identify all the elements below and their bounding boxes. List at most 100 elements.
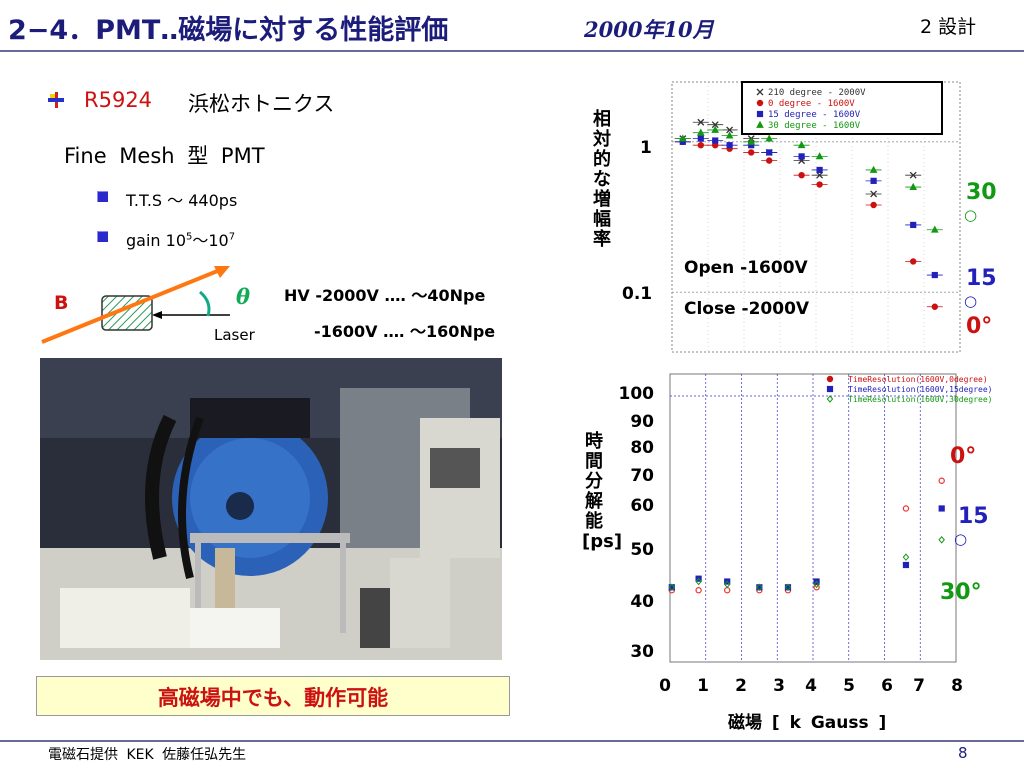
- gain-label-15: 15: [966, 266, 997, 291]
- gain-data-point: [931, 303, 938, 310]
- time-label-0: 0°: [950, 444, 977, 469]
- gain-data-point: [931, 271, 938, 279]
- gain-data-point: [870, 177, 877, 184]
- degree-ring-icon: ○: [964, 206, 978, 224]
- gain-data-point: [725, 131, 734, 139]
- time-x-tick: 1: [697, 676, 709, 696]
- caption-box: [36, 676, 510, 716]
- gain-data-point: [909, 171, 917, 179]
- gain-label-0: 0°: [966, 314, 993, 339]
- gain-y-axis-label: 相対的な増幅率: [593, 109, 611, 250]
- tts-spec: T.T.S 〜 440ps: [126, 191, 238, 210]
- time-data-point: [784, 584, 792, 591]
- square-bullet-icon: [97, 231, 108, 242]
- gain-data-point: [870, 201, 877, 209]
- time-data-point: [784, 583, 792, 592]
- time-x-tick: 8: [951, 676, 963, 696]
- maker-name: 浜松ホトニクス: [188, 92, 335, 116]
- close-annotation: Close -2000V: [684, 299, 810, 319]
- slide-title: 2−4．PMT‥磁場に対する性能評価: [8, 15, 449, 46]
- gain-data-point: [726, 126, 734, 134]
- time-data-point: [902, 505, 910, 512]
- gain-data-point: [909, 258, 917, 265]
- gain-data-point: [747, 137, 756, 145]
- gain-data-point: [678, 134, 687, 142]
- time-y-tick: 90: [630, 412, 654, 432]
- time-x-tick: 0: [659, 676, 671, 696]
- time-legend-entry: TimeResolution(1600V,15degree): [848, 385, 993, 394]
- gain-y-tick: 1: [640, 138, 652, 158]
- gain-data-point: [910, 221, 917, 229]
- legend-marker: [756, 110, 764, 118]
- bullet-icon: [48, 92, 64, 108]
- gain-data-point: [816, 166, 823, 174]
- gain-legend-entry: 30 degree - 1600V: [768, 121, 861, 131]
- open-annotation: Open -1600V: [684, 258, 808, 278]
- time-data-point: [723, 580, 731, 589]
- field-angle-diagram: [41, 266, 230, 344]
- gain-data-point: [712, 137, 719, 144]
- gain-data-point: [798, 153, 805, 160]
- gain-data-point: [765, 134, 774, 142]
- time-y-tick: 50: [630, 540, 654, 560]
- gain-data-point: [765, 157, 773, 164]
- gain-data-point: [711, 121, 719, 129]
- laser-label: Laser: [214, 326, 255, 344]
- time-resolution-chart: TimeResolution(1600V,0degree)TimeResolut…: [668, 373, 993, 663]
- hv-2000-note: HV -2000V ‥‥ 〜40Npe: [284, 286, 486, 305]
- time-y-tick: 70: [630, 466, 654, 486]
- time-y-tick: 30: [630, 642, 654, 662]
- legend-marker: [826, 385, 834, 393]
- gain-y-tick: 0.1: [622, 284, 653, 304]
- time-x-axis-label: 磁場 [ k Gauss ]: [728, 713, 887, 733]
- time-label-30: 30°: [940, 580, 982, 605]
- time-data-point: [938, 536, 945, 544]
- gain-spec: gain 105〜107: [126, 231, 236, 250]
- time-data-point: [668, 584, 675, 591]
- gain-label-30: 30: [966, 180, 997, 205]
- time-data-point: [902, 553, 910, 561]
- time-legend-entry: TimeResolution(1600V,30degree): [848, 395, 993, 404]
- section-label: 2 設計: [920, 16, 977, 38]
- pmt-type: Fine Mesh 型 PMT: [64, 144, 265, 168]
- gain-data-point: [797, 140, 806, 149]
- legend-marker: [756, 99, 764, 107]
- slide-date: 2000年10月: [584, 17, 714, 42]
- time-y-tick: 40: [630, 592, 654, 612]
- time-data-point: [902, 561, 910, 569]
- time-x-tick: 4: [805, 676, 817, 696]
- gain-data-point: [697, 118, 705, 126]
- bottom-rule: [0, 740, 1024, 742]
- time-data-point: [756, 584, 763, 591]
- degree-ring-icon: ○: [964, 292, 978, 310]
- top-rule: [0, 50, 1024, 52]
- time-data-point: [695, 577, 702, 586]
- time-legend: TimeResolution(1600V,0degree)TimeResolut…: [826, 375, 993, 404]
- footer-credit: 電磁石提供 KEK 佐藤任弘先生: [48, 747, 247, 763]
- time-x-tick: 6: [881, 676, 893, 696]
- legend-marker: [756, 120, 764, 128]
- time-data-point: [695, 587, 702, 594]
- time-data-point: [724, 587, 731, 594]
- time-y-tick: 100: [618, 384, 655, 404]
- time-x-tick: 3: [773, 676, 785, 696]
- time-legend-entry: TimeResolution(1600V,0degree): [848, 375, 988, 384]
- page-number: 8: [958, 744, 968, 762]
- gain-data-point: [815, 152, 824, 160]
- time-y-axis-label: 時間分解能 [ps]: [582, 431, 623, 552]
- legend-marker: [756, 88, 764, 96]
- gain-data-point: [869, 165, 878, 173]
- model-name: R5924: [84, 88, 153, 112]
- gain-data-point: [909, 182, 918, 190]
- gain-data-point: [870, 190, 878, 198]
- time-x-tick: 7: [913, 676, 925, 696]
- time-x-tick: 2: [735, 676, 747, 696]
- gain-data-point: [696, 128, 705, 136]
- time-label-ring: ○: [954, 530, 968, 548]
- time-y-tick: 80: [630, 438, 654, 458]
- gain-data-point: [697, 141, 704, 149]
- gain-data-point: [726, 142, 733, 149]
- gain-data-point: [697, 135, 704, 142]
